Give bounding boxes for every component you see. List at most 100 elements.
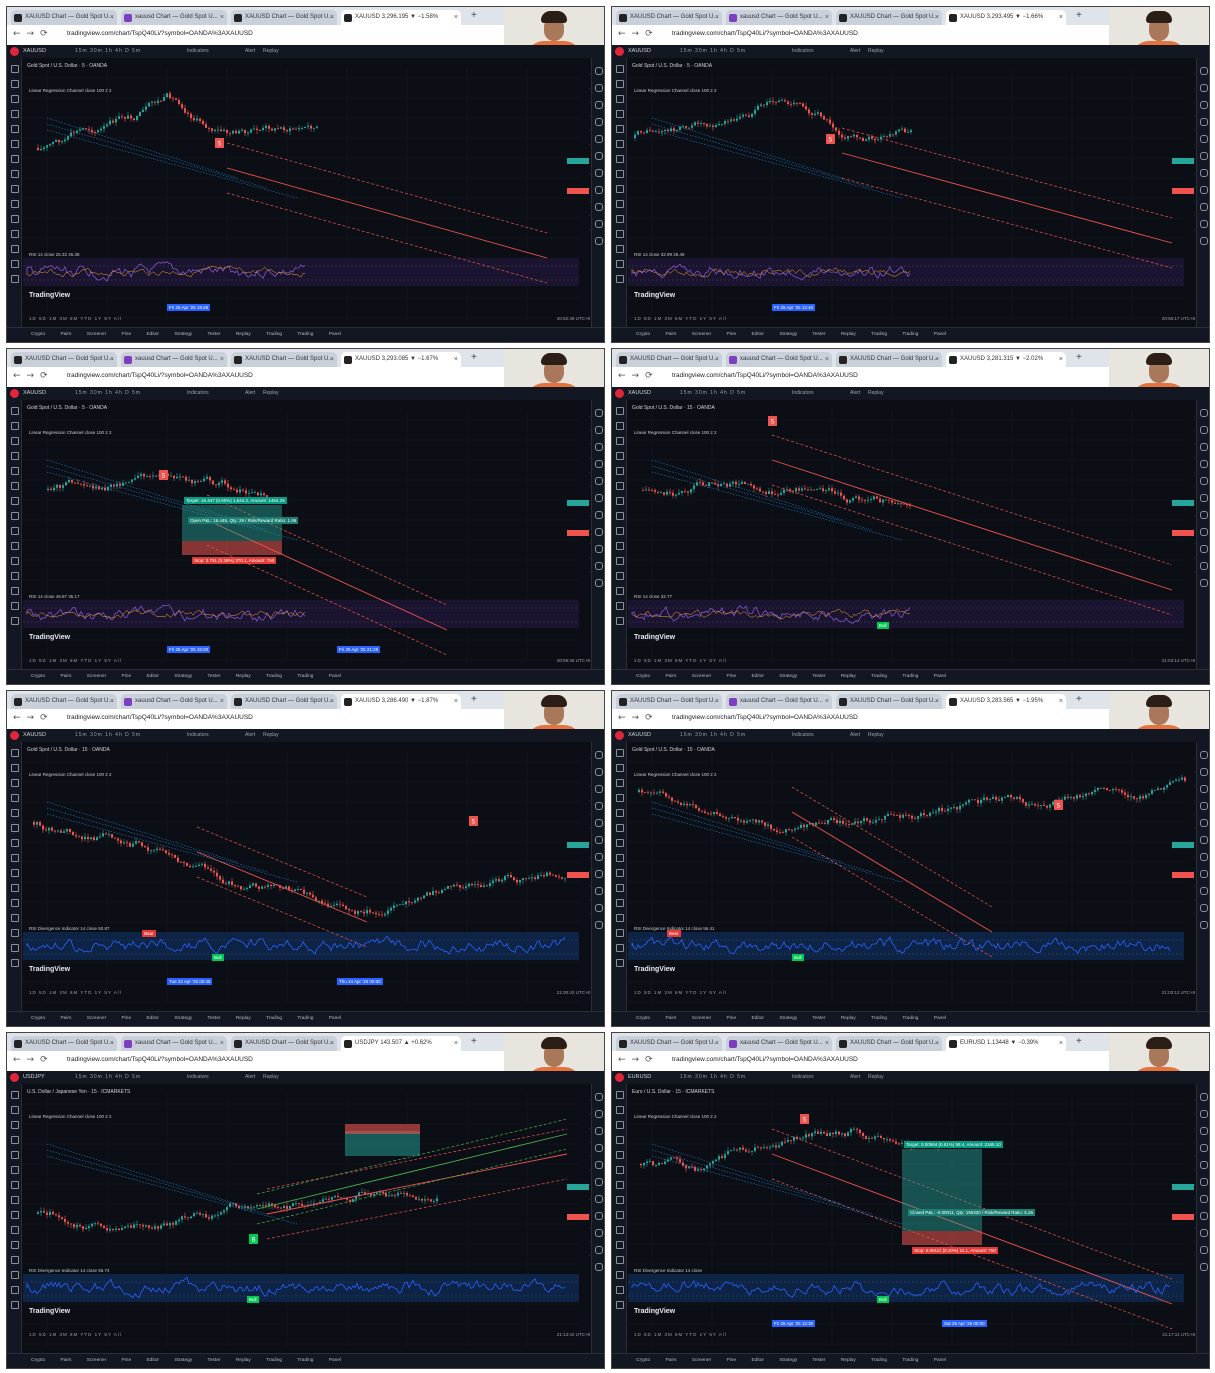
indicators-button[interactable]: Indicators (187, 1074, 209, 1080)
drawing-tool-icon[interactable] (11, 140, 19, 148)
widget-icon[interactable] (1200, 1246, 1208, 1254)
drawing-tool-icon[interactable] (616, 557, 624, 565)
price-chart[interactable]: B (7, 1084, 605, 1356)
price-scale[interactable]: · · · · · · · · · · · · (564, 1098, 590, 1258)
drawing-tool-icon[interactable] (616, 602, 624, 610)
browser-tab[interactable]: XAUUSD Chart — Gold Spot U... × (11, 694, 117, 709)
widget-icon[interactable] (595, 1246, 603, 1254)
widget-icon[interactable] (595, 545, 603, 553)
widget-icon[interactable] (595, 477, 603, 485)
widget-icon[interactable] (1200, 819, 1208, 827)
url-text[interactable]: tradingview.com/chart/TspQ40Li/?symbol=O… (672, 1056, 858, 1063)
widget-icon[interactable] (595, 152, 603, 160)
drawing-tool-icon[interactable] (616, 1136, 624, 1144)
drawing-tool-icon[interactable] (616, 884, 624, 892)
drawing-tool-icon[interactable] (11, 542, 19, 550)
price-scale[interactable]: · · · · · · · · · · · · (1169, 1098, 1195, 1258)
browser-tab[interactable]: XAUUSD Chart — Gold Spot U... × (231, 352, 337, 367)
chart-area[interactable]: S Gold Spot / U.S. Dollar · 5 · OANDA Li… (7, 400, 604, 672)
widget-icon[interactable] (1200, 545, 1208, 553)
browser-tab[interactable]: xauusd Chart — Gold Spot U... × (726, 694, 832, 709)
widget-icon[interactable] (1200, 904, 1208, 912)
browser-tab-active[interactable]: EURUSD 1.13448 ▼ −0.39% × (946, 1036, 1066, 1051)
browser-tab[interactable]: XAUUSD Chart — Gold Spot U... × (11, 10, 117, 25)
symbol-search[interactable]: EURUSD (628, 1074, 652, 1080)
drawing-tool-icon[interactable] (616, 422, 624, 430)
widget-icon[interactable] (1200, 511, 1208, 519)
drawing-tool-icon[interactable] (11, 497, 19, 505)
close-icon[interactable]: × (453, 1040, 458, 1047)
drawing-tool-icon[interactable] (616, 1226, 624, 1234)
browser-tab-active[interactable]: XAUUSD 3,293.495 ▼ −1.66% × (946, 10, 1066, 25)
widget-icon[interactable] (1200, 460, 1208, 468)
drawing-tool-icon[interactable] (11, 1301, 19, 1309)
drawing-tool-icon[interactable] (616, 140, 624, 148)
url-text[interactable]: tradingview.com/chart/TspQ40Li/?symbol=O… (672, 372, 858, 379)
drawing-tool-icon[interactable] (616, 779, 624, 787)
indicators-button[interactable]: Indicators (792, 1074, 814, 1080)
widget-icon[interactable] (1200, 870, 1208, 878)
notification-badge[interactable] (615, 389, 624, 398)
widget-icon[interactable] (595, 118, 603, 126)
price-scale[interactable]: · · · · · · · · · · · · (564, 756, 590, 916)
browser-tab-active[interactable]: XAUUSD 3,283.565 ▼ −1.95% × (946, 694, 1066, 709)
symbol-search[interactable]: USDJPY (23, 1074, 45, 1080)
drawing-tool-icon[interactable] (616, 482, 624, 490)
drawing-tool-icon[interactable] (11, 602, 19, 610)
price-scale[interactable]: · · · · · · · · · · · · (1169, 756, 1195, 916)
indicators-button[interactable]: Indicators (187, 390, 209, 396)
close-icon[interactable]: × (1058, 14, 1063, 21)
new-tab-button[interactable]: + (471, 352, 477, 363)
indicators-button[interactable]: Indicators (187, 732, 209, 738)
drawing-tool-icon[interactable] (616, 899, 624, 907)
widget-icon[interactable] (1200, 802, 1208, 810)
close-icon[interactable]: × (934, 698, 939, 705)
widget-icon[interactable] (595, 409, 603, 417)
price-chart[interactable]: S (612, 58, 1210, 330)
drawing-tool-icon[interactable] (11, 1091, 19, 1099)
chart-area[interactable]: S Gold Spot / U.S. Dollar · 5 · OANDA Li… (7, 58, 604, 330)
drawing-tool-icon[interactable] (616, 824, 624, 832)
timeframe-buttons[interactable]: 15m 30m 1h 4h D 5m (75, 732, 142, 738)
browser-tab[interactable]: XAUUSD Chart — Gold Spot U... × (231, 694, 337, 709)
browser-tab[interactable]: xauusd Chart — Gold Spot U... × (121, 10, 227, 25)
drawing-tool-icon[interactable] (616, 764, 624, 772)
widget-icon[interactable] (595, 1178, 603, 1186)
alert-button[interactable]: Alert (245, 390, 256, 396)
drawing-tool-icon[interactable] (11, 1166, 19, 1174)
drawing-tool-icon[interactable] (11, 437, 19, 445)
close-icon[interactable]: × (714, 698, 719, 705)
close-icon[interactable]: × (714, 356, 719, 363)
close-icon[interactable]: × (1058, 356, 1063, 363)
widget-icon[interactable] (1200, 921, 1208, 929)
notification-badge[interactable] (615, 1073, 624, 1082)
timeframe-buttons[interactable]: 15m 30m 1h 4h D 5m (75, 390, 142, 396)
drawing-tool-icon[interactable] (11, 824, 19, 832)
indicators-button[interactable]: Indicators (187, 48, 209, 54)
widget-icon[interactable] (1200, 1195, 1208, 1203)
widget-icon[interactable] (595, 426, 603, 434)
url-text[interactable]: tradingview.com/chart/TspQ40Li/?symbol=O… (67, 372, 253, 379)
drawing-tool-icon[interactable] (616, 215, 624, 223)
widget-icon[interactable] (1200, 836, 1208, 844)
drawing-tool-icon[interactable] (616, 155, 624, 163)
range-buttons[interactable]: 1D 5D 1M 3M 6M YTD 1Y 5Y All (634, 658, 727, 663)
browser-tab[interactable]: xauusd Chart — Gold Spot U... × (121, 352, 227, 367)
widget-icon[interactable] (1200, 1093, 1208, 1101)
drawing-tool-icon[interactable] (11, 422, 19, 430)
close-icon[interactable]: × (453, 14, 458, 21)
timeframe-buttons[interactable]: 15m 30m 1h 4h D 5m (680, 1074, 747, 1080)
widget-icon[interactable] (1200, 1110, 1208, 1118)
close-icon[interactable]: × (934, 1040, 939, 1047)
widget-icon[interactable] (1200, 1144, 1208, 1152)
nav-arrows-icon[interactable]: ←→⟳ (618, 713, 659, 723)
widget-icon[interactable] (595, 1127, 603, 1135)
browser-tab-active[interactable]: XAUUSD 3,286.490 ▼ −1.87% × (341, 694, 461, 709)
drawing-tool-icon[interactable] (11, 185, 19, 193)
notification-badge[interactable] (10, 1073, 19, 1082)
url-text[interactable]: tradingview.com/chart/TspQ40Li/?symbol=O… (67, 1056, 253, 1063)
drawing-tool-icon[interactable] (616, 572, 624, 580)
close-icon[interactable]: × (824, 356, 829, 363)
range-buttons[interactable]: 1D 5D 1M 3M 6M YTD 1Y 5Y All (29, 990, 122, 995)
price-chart[interactable]: S (7, 400, 605, 672)
